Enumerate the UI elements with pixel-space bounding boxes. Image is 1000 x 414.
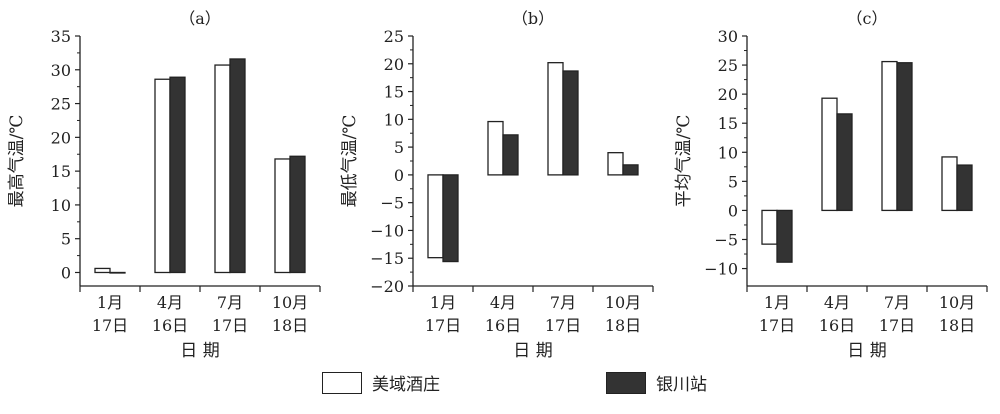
panel-b-x-tick-label: 16日 <box>485 316 521 335</box>
legend-label-yinchuan: 银川站 <box>656 375 707 395</box>
panel-a-x-tick-label: 4月 <box>157 293 183 312</box>
panel-a-y-tick-label: 5 <box>61 230 71 249</box>
panel-a-bar-meiyu <box>274 158 291 274</box>
panel-a-x-tick-label: 10月 <box>272 293 308 312</box>
panel-a-y-tick-label: 30 <box>51 61 71 80</box>
panel-a-y-tick-label: 20 <box>51 128 71 147</box>
panel-c-title: （c） <box>847 9 888 28</box>
panel-c-bar-meiyu <box>821 97 838 212</box>
panel-a-x-tick-label: 17日 <box>92 316 128 335</box>
panel-b-y-tick-label: 15 <box>384 83 404 102</box>
panel-b-x-tick-label: 4月 <box>490 293 516 312</box>
panel-c-x-tick-label: 4月 <box>824 293 850 312</box>
panel-a-title: （a） <box>179 9 221 28</box>
panel-c-x-tick-label: 1月 <box>764 293 790 312</box>
panel-a-bar-yinchuan <box>289 155 306 274</box>
panel-a-bar-meiyu <box>154 78 171 274</box>
panel-a-bar-yinchuan <box>109 271 126 274</box>
panel-b-y-tick-label: −20 <box>370 277 404 296</box>
panel-b-x-label: 日 期 <box>513 341 552 361</box>
panel-a-y-tick-label: 35 <box>51 27 71 46</box>
panel-a-x-tick-label: 1月 <box>97 293 123 312</box>
panel-a-bar-yinchuan <box>169 76 186 274</box>
panel-b-y-tick-label: 0 <box>394 166 404 185</box>
panel-a-x-tick-label: 18日 <box>272 316 308 335</box>
panel-a-x-label: 日 期 <box>180 341 219 361</box>
legend-swatch-dark <box>606 371 646 394</box>
panel-c-bar-yinchuan <box>956 164 973 212</box>
panel-b-bar-yinchuan <box>442 174 459 263</box>
panel-c-y-tick-label: −10 <box>704 260 738 279</box>
panel-b-bar-meiyu <box>547 62 564 176</box>
panel-c-x-tick-label: 18日 <box>939 316 975 335</box>
panel-b-y-tick-label: −5 <box>380 194 404 213</box>
panel-a-x-tick-label: 7月 <box>217 293 243 312</box>
panel-a-x-tick-label: 17日 <box>212 316 248 335</box>
panel-b-y-tick-label: 25 <box>384 27 404 46</box>
panel-a-y-tick-label: 25 <box>51 95 71 114</box>
panel-c-y-tick-label: 5 <box>728 172 738 191</box>
panel-b-y-label: 最低气温/℃ <box>340 115 360 208</box>
legend-item-meiyu: 美域酒庄 <box>322 370 440 395</box>
panel-c-y-tick-label: −5 <box>714 230 738 249</box>
panel-c-y-tick-label: 10 <box>718 143 738 162</box>
panel-a-y-label: 最高气温/℃ <box>7 115 27 208</box>
panel-b-bar-yinchuan <box>502 134 519 176</box>
panel-c-bar-yinchuan <box>776 209 793 263</box>
panel-b-x-tick-label: 17日 <box>545 316 581 335</box>
panel-c-x-tick-label: 10月 <box>939 293 975 312</box>
panel-b-bar-meiyu <box>607 152 624 176</box>
panel-b-bar-yinchuan <box>622 164 639 176</box>
panel-a-bar-meiyu <box>94 267 111 274</box>
panel-c-y-tick-label: 15 <box>718 114 738 133</box>
panel-b-x-tick-label: 17日 <box>425 316 461 335</box>
panel-b-y-tick-label: −15 <box>370 249 404 268</box>
panel-c-y-tick-label: 20 <box>718 85 738 104</box>
panel-b-x-tick-label: 7月 <box>550 293 576 312</box>
panel-c-x-tick-label: 7月 <box>884 293 910 312</box>
panel-b-title: （b） <box>512 9 554 28</box>
panel-a-bar-meiyu <box>214 64 231 274</box>
panel-a-y-tick-label: 15 <box>51 162 71 181</box>
panel-b-y-tick-label: −10 <box>370 221 404 240</box>
panel-b-x-tick-label: 18日 <box>605 316 641 335</box>
panel-c-y-tick-label: 0 <box>728 201 738 220</box>
panel-c-bar-yinchuan <box>836 113 853 212</box>
panel-b-bar-meiyu <box>487 120 504 176</box>
legend-label-meiyu: 美域酒庄 <box>372 375 440 395</box>
panel-c-x-tick-label: 17日 <box>759 316 795 335</box>
panel-c-bar-meiyu <box>941 156 958 212</box>
panel-c-y-tick-label: 30 <box>718 27 738 46</box>
legend-swatch-open <box>322 371 362 394</box>
panel-c-x-tick-label: 16日 <box>819 316 855 335</box>
panel-b-bar-meiyu <box>427 174 444 259</box>
panel-c-bar-meiyu <box>881 60 898 212</box>
panel-a-y-tick-label: 0 <box>61 263 71 282</box>
panel-a-y-tick-label: 10 <box>51 196 71 215</box>
panel-b-y-tick-label: 20 <box>384 55 404 74</box>
panel-b-bar-yinchuan <box>562 70 579 176</box>
panel-a-bar-yinchuan <box>229 58 246 274</box>
panel-a-x-tick-label: 16日 <box>152 316 188 335</box>
panel-c-x-label: 日 期 <box>847 341 886 361</box>
panel-c-bar-yinchuan <box>896 62 913 212</box>
legend-item-yinchuan: 银川站 <box>606 370 707 395</box>
panel-b-x-tick-label: 10月 <box>605 293 641 312</box>
panel-c-bar-meiyu <box>761 209 778 245</box>
panel-c-y-tick-label: 25 <box>718 56 738 75</box>
panel-c-x-tick-label: 17日 <box>879 316 915 335</box>
panel-c-y-label: 平均气温/℃ <box>674 115 694 208</box>
panel-b-y-tick-label: 10 <box>384 110 404 129</box>
panel-b-y-tick-label: 5 <box>394 138 404 157</box>
panel-b-x-tick-label: 1月 <box>430 293 456 312</box>
